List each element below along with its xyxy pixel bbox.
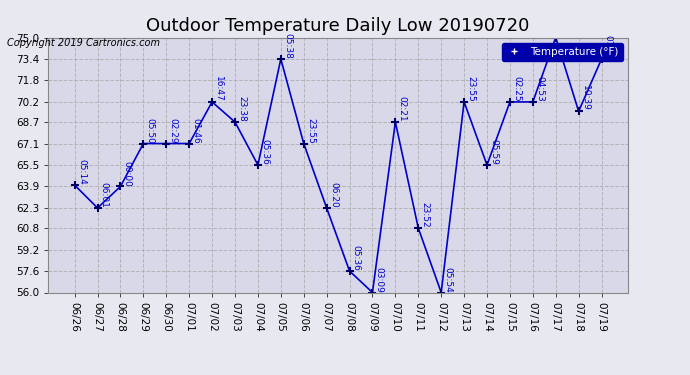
Text: 10:39: 10:39 — [581, 86, 590, 111]
Text: 05:54: 05:54 — [444, 267, 453, 292]
Text: 01:46: 01:46 — [192, 118, 201, 144]
Text: 23:52: 23:52 — [421, 202, 430, 228]
Text: 06:20: 06:20 — [329, 182, 338, 208]
Text: 02:25: 02:25 — [512, 76, 521, 102]
Text: 23:38: 23:38 — [237, 96, 246, 122]
Text: 23:55: 23:55 — [306, 118, 315, 144]
Text: 07:1⁰: 07:1⁰ — [604, 35, 613, 59]
Text: 16:47: 16:47 — [215, 76, 224, 102]
Text: 05:59: 05:59 — [489, 139, 498, 165]
Text: 05:38: 05:38 — [283, 33, 292, 59]
Text: 05:50: 05:50 — [146, 118, 155, 144]
Text: 05:36: 05:36 — [260, 139, 269, 165]
Legend: Temperature (°F): Temperature (°F) — [502, 43, 622, 61]
Text: 05:36: 05:36 — [352, 245, 361, 271]
Text: 05:14: 05:14 — [77, 159, 86, 185]
Text: 02:29: 02:29 — [168, 118, 177, 144]
Text: 00:00: 00:00 — [123, 160, 132, 186]
Text: 03:09: 03:09 — [375, 267, 384, 292]
Text: Copyright 2019 Cartronics.com: Copyright 2019 Cartronics.com — [7, 38, 160, 48]
Text: 23:55: 23:55 — [466, 76, 475, 102]
Text: 06:01: 06:01 — [100, 182, 109, 208]
Text: 02:21: 02:21 — [397, 96, 406, 122]
Title: Outdoor Temperature Daily Low 20190720: Outdoor Temperature Daily Low 20190720 — [146, 16, 530, 34]
Text: 04:53: 04:53 — [535, 76, 544, 102]
